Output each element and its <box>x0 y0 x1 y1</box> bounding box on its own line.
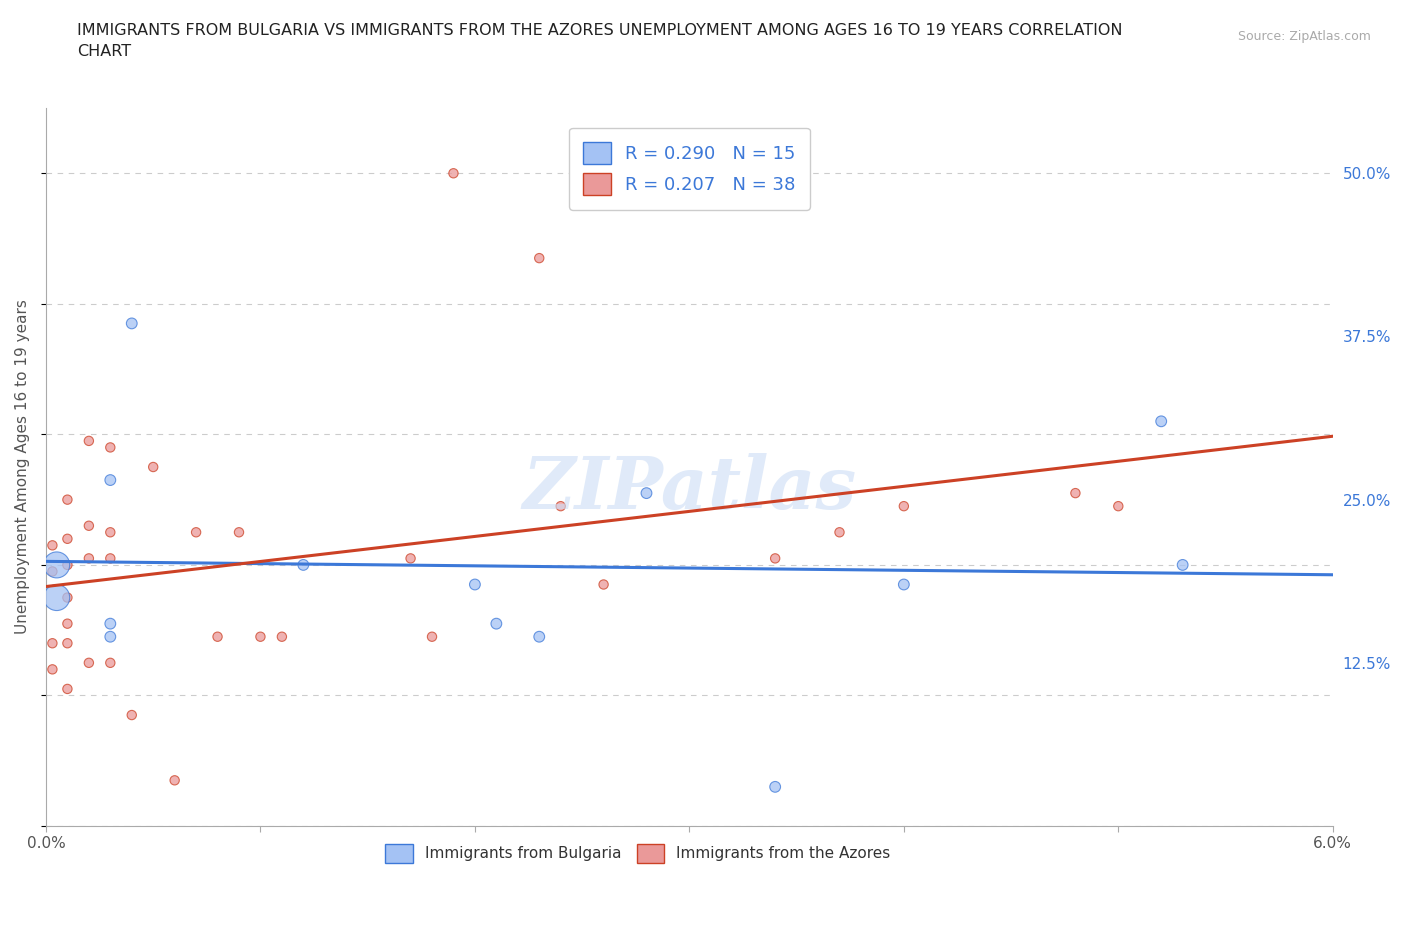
Point <box>98 472 121 487</box>
Point <box>228 525 250 539</box>
Point <box>163 773 186 788</box>
Point <box>56 636 79 651</box>
Point <box>98 617 121 631</box>
Text: ZIPatlas: ZIPatlas <box>522 453 856 524</box>
Point <box>270 630 292 644</box>
Point <box>485 617 508 631</box>
Point <box>56 617 79 631</box>
Point <box>98 630 121 644</box>
Point <box>1064 485 1087 500</box>
Point <box>77 433 100 448</box>
Point <box>77 551 100 565</box>
Point <box>45 557 67 572</box>
Point <box>98 440 121 455</box>
Point <box>98 525 121 539</box>
Point <box>893 577 915 591</box>
Point <box>893 498 915 513</box>
Point <box>45 591 67 605</box>
Point <box>1150 414 1173 429</box>
Point <box>292 557 315 572</box>
Point <box>142 459 165 474</box>
Y-axis label: Unemployment Among Ages 16 to 19 years: Unemployment Among Ages 16 to 19 years <box>15 299 30 634</box>
Point <box>98 656 121 671</box>
Point <box>98 551 121 565</box>
Point <box>41 636 63 651</box>
Point <box>56 492 79 507</box>
Legend: Immigrants from Bulgaria, Immigrants from the Azores: Immigrants from Bulgaria, Immigrants fro… <box>380 838 897 869</box>
Point <box>41 538 63 552</box>
Point <box>443 166 465 180</box>
Point <box>464 577 486 591</box>
Point <box>121 316 143 331</box>
Point <box>1171 557 1194 572</box>
Point <box>529 251 551 266</box>
Point <box>41 564 63 578</box>
Point <box>56 682 79 697</box>
Point <box>399 551 422 565</box>
Point <box>249 630 271 644</box>
Point <box>550 498 572 513</box>
Point <box>828 525 851 539</box>
Point <box>121 708 143 723</box>
Point <box>56 531 79 546</box>
Point <box>636 485 658 500</box>
Point <box>56 557 79 572</box>
Point <box>207 630 229 644</box>
Point <box>184 525 207 539</box>
Point <box>420 630 443 644</box>
Text: Source: ZipAtlas.com: Source: ZipAtlas.com <box>1237 30 1371 43</box>
Point <box>529 630 551 644</box>
Point <box>41 662 63 677</box>
Point <box>77 656 100 671</box>
Text: IMMIGRANTS FROM BULGARIA VS IMMIGRANTS FROM THE AZORES UNEMPLOYMENT AMONG AGES 1: IMMIGRANTS FROM BULGARIA VS IMMIGRANTS F… <box>77 23 1123 60</box>
Point <box>763 551 786 565</box>
Point <box>1107 498 1129 513</box>
Point <box>77 518 100 533</box>
Point <box>592 577 614 591</box>
Point <box>763 779 786 794</box>
Point <box>56 591 79 605</box>
